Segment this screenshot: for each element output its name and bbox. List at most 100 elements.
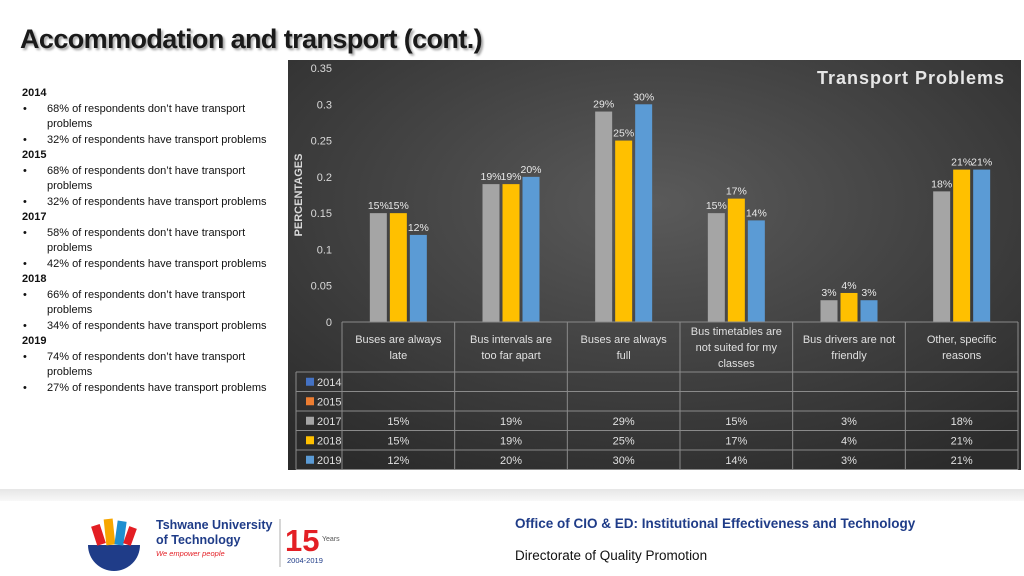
logo-anniversary-number: 15 (285, 523, 319, 558)
table-cell: 4% (841, 435, 857, 447)
bar-label: 15% (368, 200, 389, 212)
logo-tagline: We empower people (156, 549, 225, 558)
summary-year-2017: 2017 (22, 211, 47, 223)
transport-problems-chart: Transport Problems 0 0.05 0.1 0.15 0.2 0.25 0.3… (288, 60, 1021, 470)
bar-label: 25% (613, 128, 634, 140)
footer-office: Office of CIO & ED: Institutional Effect… (515, 516, 916, 531)
category-label: too far apart (481, 350, 540, 362)
legend-label: 2017 (317, 416, 341, 428)
bar-2017 (820, 300, 838, 322)
table-cell: 12% (387, 455, 409, 467)
bar-2019 (973, 169, 991, 322)
summary-year-2014: 2014 (22, 87, 47, 99)
y-tick-label: 0.3 (317, 99, 332, 111)
bar-2019 (635, 104, 653, 323)
logo-anniversary-word: Years (322, 536, 340, 543)
bar-label: 3% (821, 287, 836, 299)
summary-bullet: 74% of respondents don’t have transport … (22, 350, 290, 381)
bar-label: 12% (408, 222, 429, 234)
summary-year-2015: 2015 (22, 149, 47, 161)
category-label: Buses are always (581, 334, 668, 346)
table-cell: 20% (500, 455, 522, 467)
bar-2019 (860, 300, 878, 322)
bar-label: 21% (951, 157, 972, 169)
bar-label: 30% (633, 91, 654, 103)
y-axis-label: PERCENTAGES (293, 154, 305, 237)
table-cell: 15% (387, 416, 409, 428)
legend-key-2019 (306, 455, 314, 464)
table-cell: 3% (841, 455, 857, 467)
bar-2017 (707, 213, 725, 322)
summary-bullet: 42% of respondents have transport proble… (22, 257, 290, 273)
legend-label: 2019 (317, 455, 341, 467)
bar-2017 (369, 213, 387, 322)
category-label: classes (718, 358, 755, 370)
legend-key-2015 (306, 397, 314, 406)
bar-2019 (747, 220, 765, 322)
summary-bullet: 66% of respondents don’t have transport … (22, 288, 290, 319)
bar-2018 (953, 169, 971, 322)
table-cell: 17% (725, 435, 747, 447)
legend-key-2017 (306, 416, 314, 425)
y-tick-label: 0.05 (311, 281, 332, 293)
table-cell: 3% (841, 416, 857, 428)
bar-label: 21% (971, 157, 992, 169)
logo-name-line1: Tshwane University (156, 518, 273, 532)
summary-bullet: 68% of respondents don’t have transport … (22, 102, 290, 133)
bar-label: 19% (500, 171, 521, 183)
legend-label: 2015 (317, 396, 341, 408)
bar-label: 3% (861, 287, 876, 299)
summary-list: 2014 68% of respondents don’t have transp… (22, 86, 290, 396)
category-label: Bus intervals are (470, 334, 552, 346)
bar-2018 (727, 198, 745, 322)
footer-divider (0, 489, 1024, 501)
summary-bullet: 27% of respondents have transport proble… (22, 381, 290, 397)
table-cell: 29% (613, 416, 635, 428)
bar-2018 (615, 140, 633, 322)
bar-2018 (389, 213, 407, 322)
table-cell: 14% (725, 455, 747, 467)
bar-label: 15% (388, 200, 409, 212)
category-label: full (617, 350, 631, 362)
category-label: late (389, 350, 407, 362)
table-cell: 21% (951, 455, 973, 467)
bar-label: 19% (480, 171, 501, 183)
bar-label: 20% (520, 164, 541, 176)
bar-label: 18% (931, 178, 952, 190)
legend-label: 2014 (317, 377, 341, 389)
bar-2017 (595, 111, 613, 322)
summary-bullet: 32% of respondents have transport proble… (22, 195, 290, 211)
summary-bullet: 34% of respondents have transport proble… (22, 319, 290, 335)
table-cell: 25% (613, 435, 635, 447)
y-tick-label: 0.1 (317, 244, 332, 256)
bar-label: 4% (841, 280, 856, 292)
category-label: friendly (831, 350, 867, 362)
table-cell: 21% (951, 435, 973, 447)
category-label: not suited for my (696, 342, 778, 354)
logo-anniversary-range: 2004-2019 (287, 556, 323, 565)
bar-2019 (409, 234, 427, 322)
legend-key-2014 (306, 377, 314, 386)
y-tick-label: 0.25 (311, 136, 332, 148)
bar-2017 (933, 191, 951, 322)
table-cell: 15% (387, 435, 409, 447)
category-label: Bus drivers are not (803, 334, 895, 346)
summary-bullet: 68% of respondents don’t have transport … (22, 164, 290, 195)
table-cell: 15% (725, 416, 747, 428)
y-tick-label: 0.35 (311, 63, 332, 75)
category-label: Buses are always (355, 334, 442, 346)
category-label: reasons (942, 350, 982, 362)
bar-label: 29% (593, 99, 614, 111)
table-cell: 19% (500, 435, 522, 447)
bar-2019 (522, 176, 540, 322)
table-cell: 18% (951, 416, 973, 428)
bar-2018 (502, 184, 520, 322)
table-cell: 30% (613, 455, 635, 467)
chart-title: Transport Problems (817, 68, 1005, 88)
bar-label: 17% (726, 186, 747, 198)
y-tick-label: 0.15 (311, 208, 332, 220)
summary-year-2018: 2018 (22, 273, 47, 285)
y-tick-label: 0 (326, 317, 332, 329)
table-cell: 19% (500, 416, 522, 428)
legend-key-2018 (306, 436, 314, 445)
